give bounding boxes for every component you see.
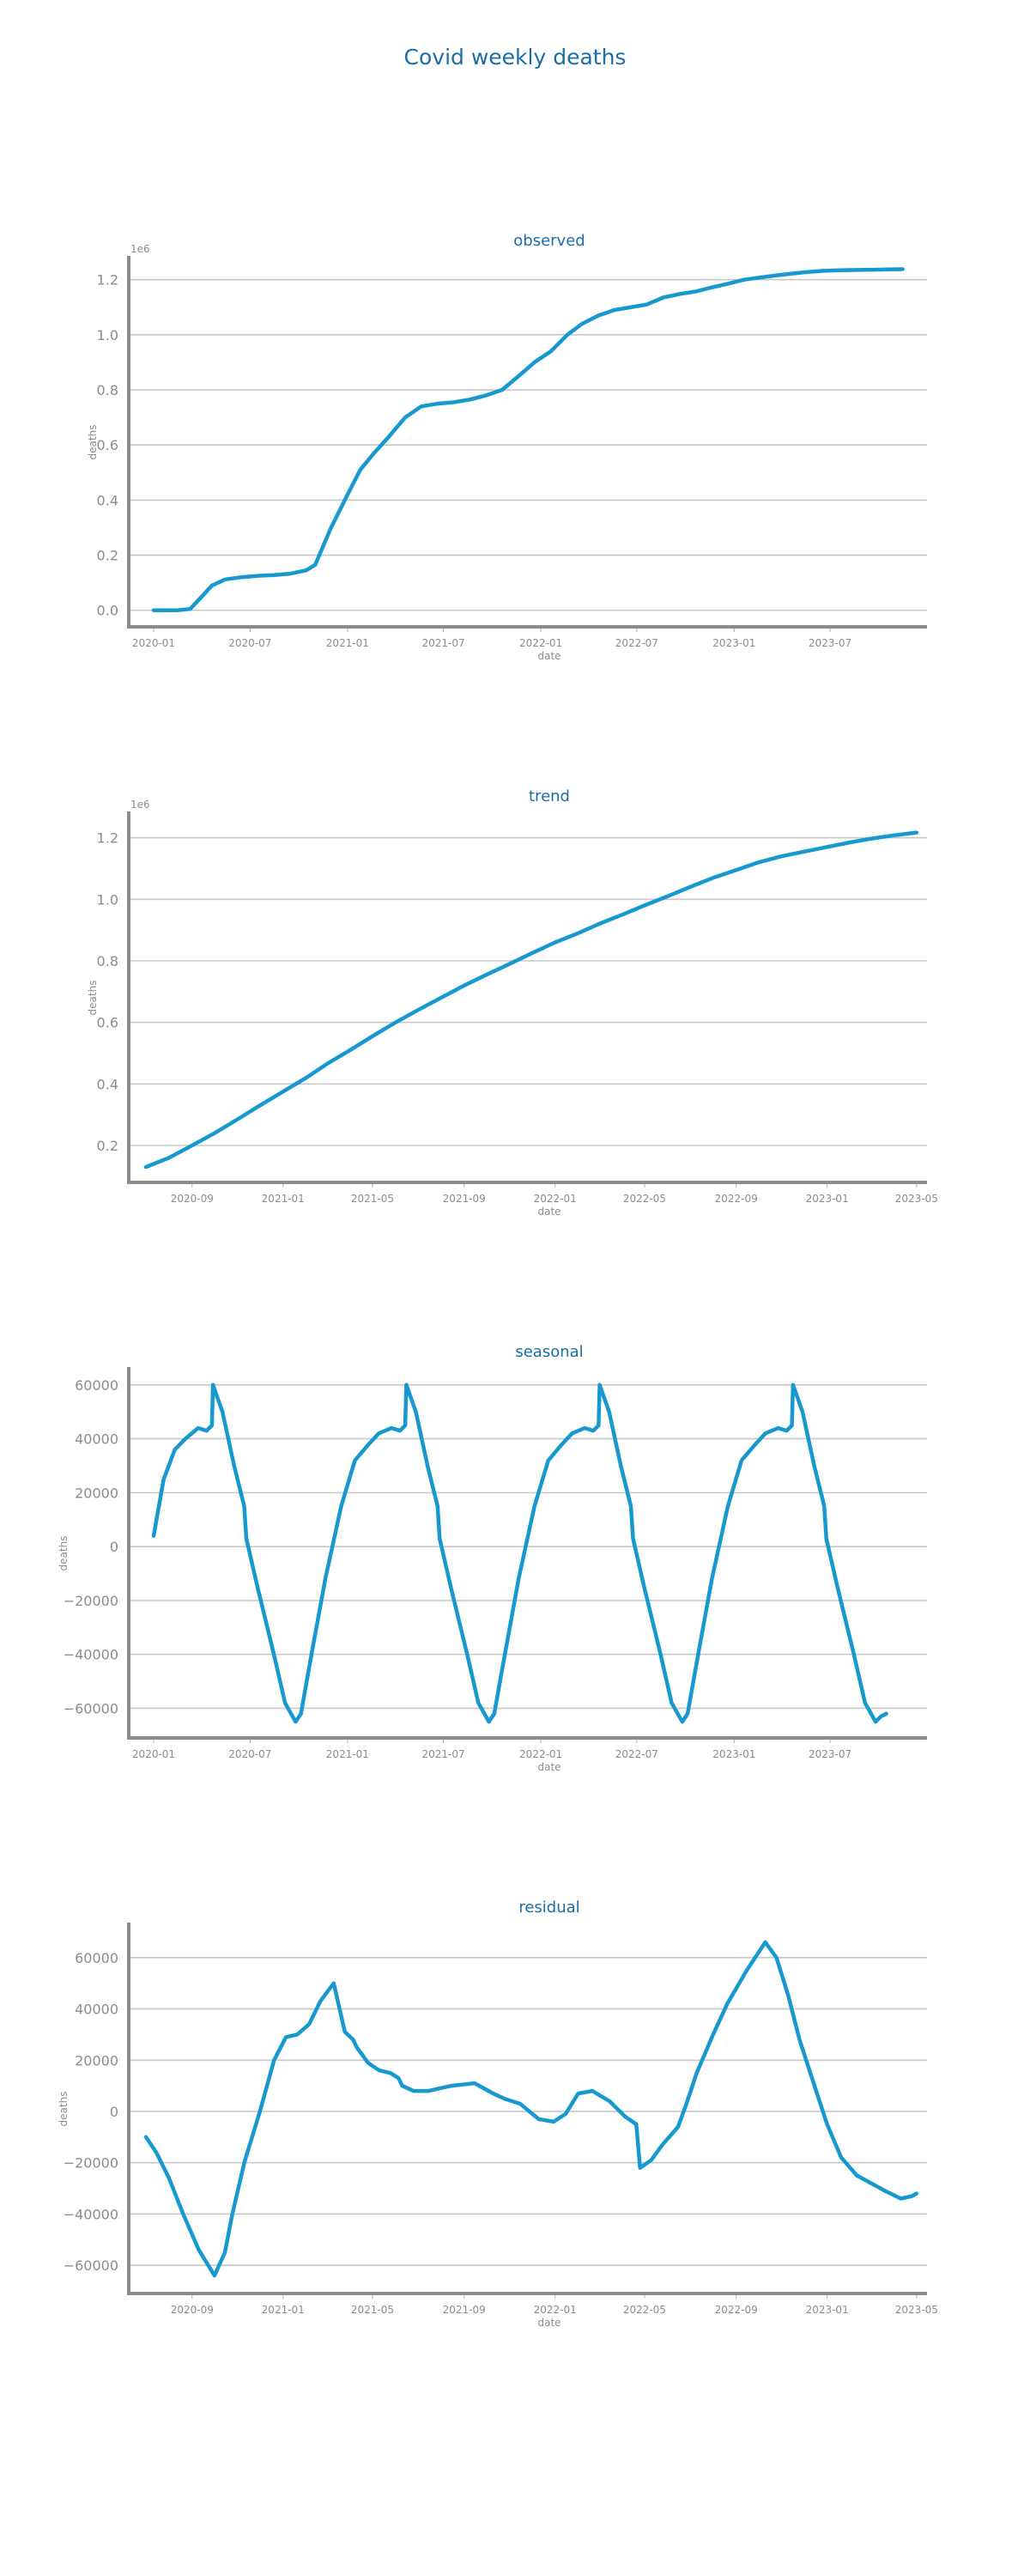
residual-ytick-label: −40000 [64,2206,118,2222]
residual-xtick-label: 2021-09 [443,2304,486,2316]
trend-xtick-label: 2022-09 [715,1193,758,1205]
observed-xtick-label: 2021-07 [421,637,464,649]
seasonal-x-axis-label: date [537,1761,560,1773]
observed-ytick-label: 1.2 [97,272,118,289]
residual-ytick-label: 40000 [75,2002,118,2018]
seasonal-ytick-label: −40000 [64,1647,118,1663]
seasonal-ytick-label: −60000 [64,1700,118,1716]
trend-xtick-label: 2022-05 [623,1193,666,1205]
seasonal-ytick-label: −20000 [64,1593,118,1609]
trend-xtick-label: 2022-01 [534,1193,577,1205]
observed-ytick-label: 0.2 [97,548,118,564]
residual-xtick-label: 2022-05 [623,2304,666,2316]
trend-ytick-label: 1.0 [97,891,118,908]
observed-y-axis-label: deaths [87,425,99,460]
trend-xtick-label: 2023-01 [806,1193,849,1205]
seasonal-y-axis-label: deaths [58,1536,70,1571]
residual-ytick-label: −60000 [64,2257,118,2274]
trend-offset-label: 1e6 [130,799,150,811]
seasonal-ytick-label: 60000 [75,1377,118,1394]
chart-title: Covid weekly deaths [403,45,627,70]
observed-ytick-label: 1.0 [97,327,118,343]
seasonal-subplot-title: seasonal [515,1343,583,1361]
observed-xtick-label: 2021-01 [326,637,369,649]
trend-subplot-title: trend [529,787,570,805]
residual-xtick-label: 2021-05 [351,2304,394,2316]
observed-xtick-label: 2023-01 [712,637,755,649]
observed-xtick-label: 2022-01 [519,637,562,649]
observed-ytick-label: 0.8 [97,382,118,398]
residual-xtick-label: 2023-05 [895,2304,938,2316]
residual-ytick-label: 0 [110,2104,118,2120]
seasonal-xtick-label: 2020-07 [228,1748,271,1760]
residual-xtick-label: 2021-01 [262,2304,305,2316]
residual-ytick-label: 20000 [75,2052,118,2069]
residual-xtick-label: 2022-09 [715,2304,758,2316]
trend-ytick-label: 0.8 [97,953,118,969]
residual-ytick-label: 60000 [75,1950,118,1966]
seasonal-xtick-label: 2020-01 [132,1748,175,1760]
residual-xtick-label: 2023-01 [806,2304,849,2316]
trend-xtick-label: 2021-05 [351,1193,394,1205]
observed-x-axis-label: date [537,650,560,662]
observed-offset-label: 1e6 [130,243,150,255]
observed-ytick-label: 0.4 [97,492,118,508]
trend-ytick-label: 0.4 [97,1076,118,1092]
trend-ytick-label: 1.2 [97,830,118,847]
trend-xtick-label: 2023-05 [895,1193,938,1205]
observed-ytick-label: 0.6 [97,437,118,453]
seasonal-xtick-label: 2022-01 [519,1748,562,1760]
seasonal-series-line [151,1382,888,1724]
seasonal-xtick-label: 2023-01 [712,1748,755,1760]
trend-x-axis-label: date [537,1206,560,1218]
seasonal-xtick-label: 2023-07 [809,1748,851,1760]
observed-xtick-label: 2020-01 [132,637,175,649]
trend-xtick-label: 2021-09 [443,1193,486,1205]
observed-ytick-label: 0.0 [97,603,118,619]
seasonal-ytick-label: 40000 [75,1431,118,1448]
observed-xtick-label: 2023-07 [809,637,851,649]
trend-ytick-label: 0.2 [97,1138,118,1154]
observed-xtick-label: 2022-07 [615,637,658,649]
seasonal-ytick-label: 20000 [75,1485,118,1501]
residual-x-axis-label: date [537,2317,560,2329]
observed-series-line [151,267,905,612]
residual-xtick-label: 2022-01 [534,2304,577,2316]
trend-xtick-label: 2020-09 [171,1193,214,1205]
residual-xtick-label: 2020-09 [171,2304,214,2316]
trend-ytick-label: 0.6 [97,1015,118,1031]
observed-subplot-title: observed [513,232,585,250]
seasonal-ytick-label: 0 [110,1539,118,1555]
trend-series-line [143,830,919,1170]
residual-series-line [143,1940,919,2278]
trend-xtick-label: 2021-01 [262,1193,305,1205]
residual-ytick-label: −20000 [64,2155,118,2172]
seasonal-xtick-label: 2021-07 [421,1748,464,1760]
observed-xtick-label: 2020-07 [228,637,271,649]
seasonal-xtick-label: 2021-01 [326,1748,369,1760]
residual-y-axis-label: deaths [58,2092,70,2127]
trend-y-axis-label: deaths [87,981,99,1016]
seasonal-xtick-label: 2022-07 [615,1748,658,1760]
residual-subplot-title: residual [518,1899,579,1917]
